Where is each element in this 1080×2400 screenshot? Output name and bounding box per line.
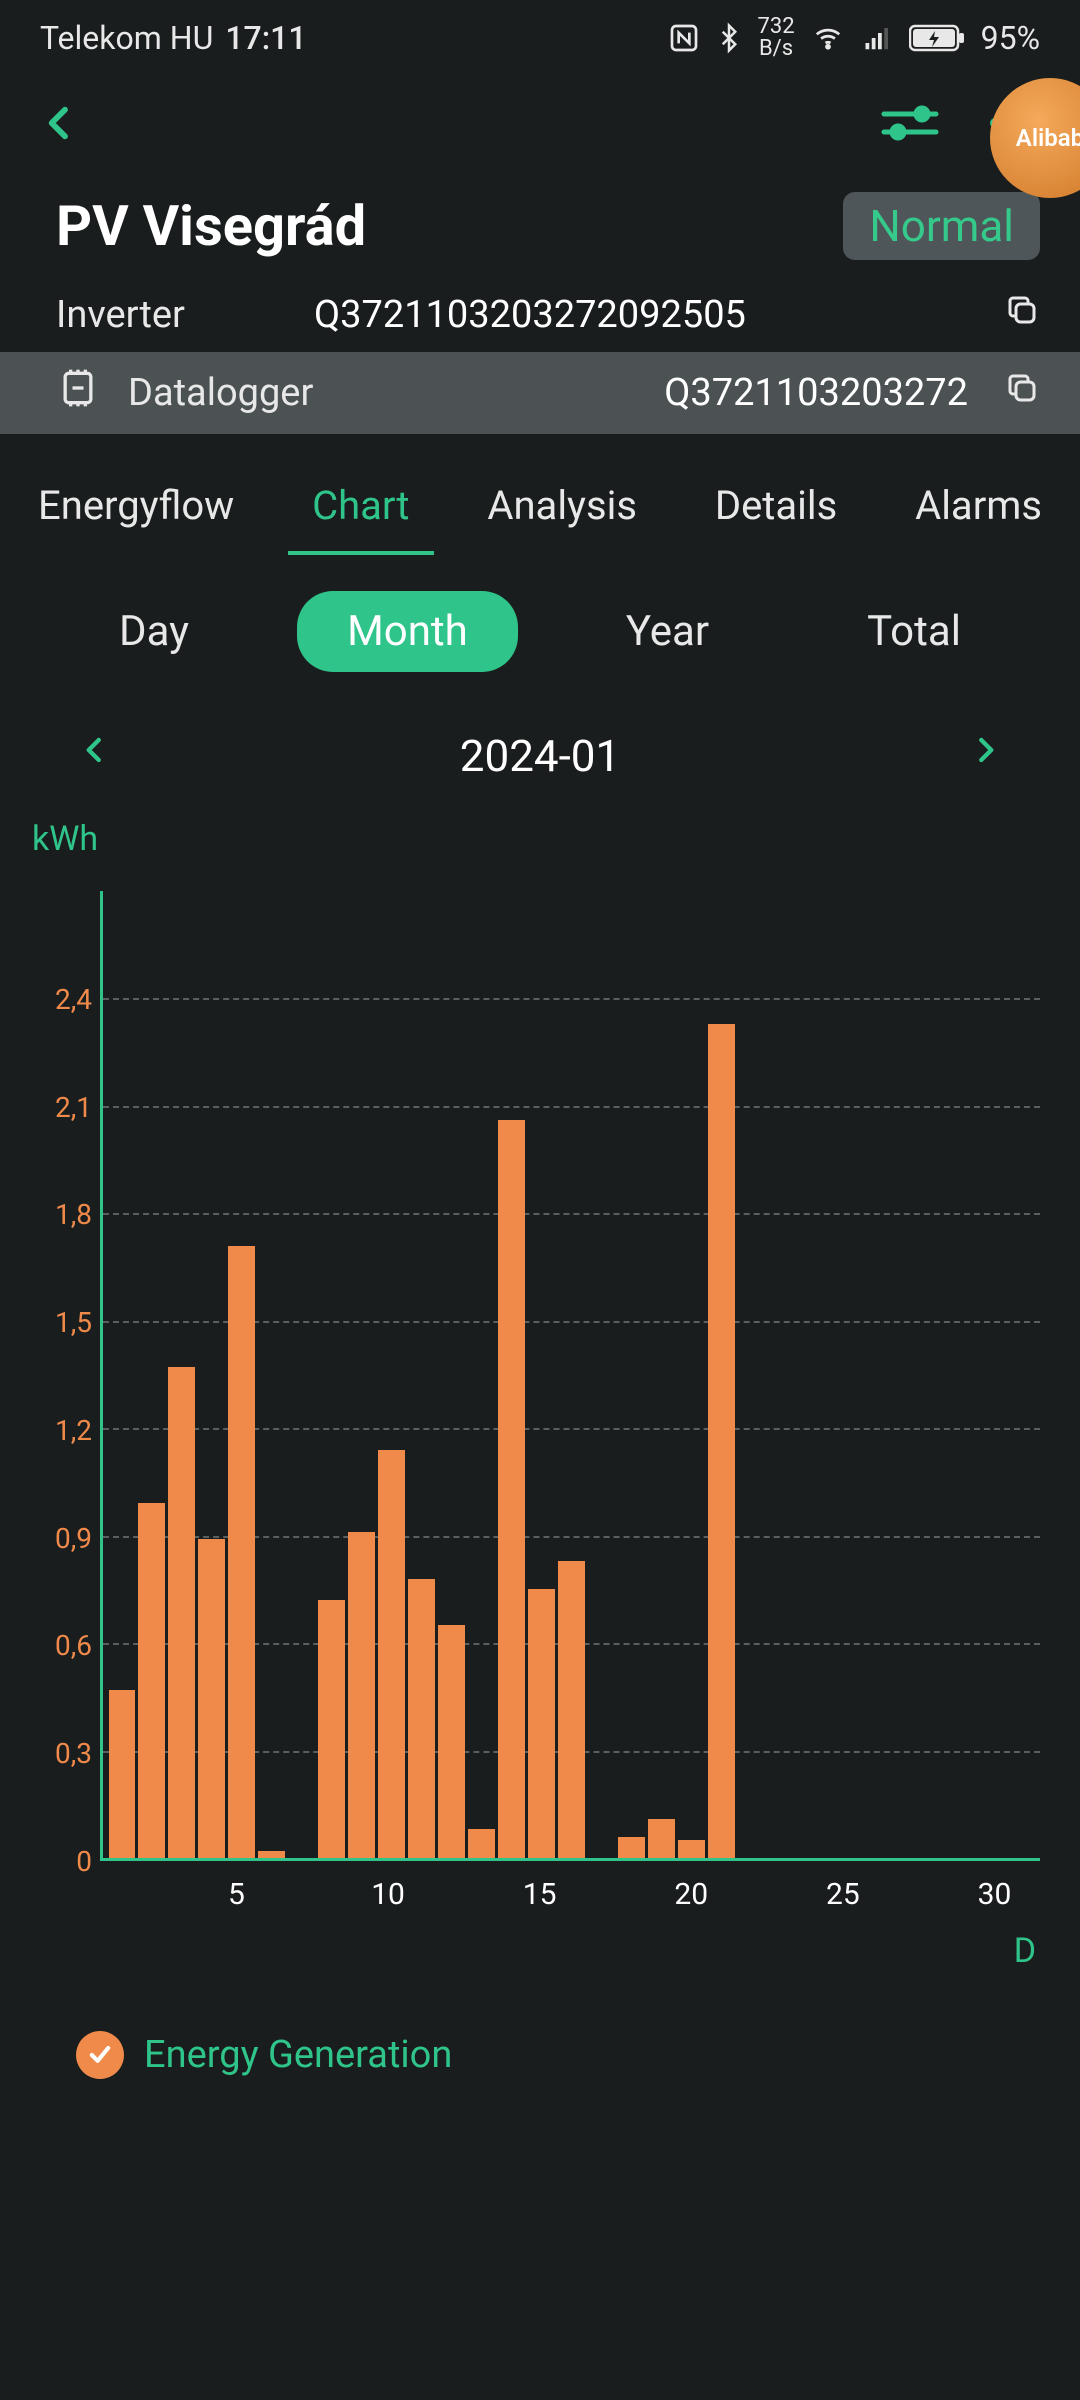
period-tab-month[interactable]: Month [297,591,518,672]
y-tick-label: 0,3 [55,1737,92,1770]
x-axis: 5 10 15 20 25 30 [100,1869,1040,1921]
period-tab-year[interactable]: Year [576,591,759,672]
chart-bar[interactable] [678,1840,705,1858]
chart-bar[interactable] [528,1589,555,1858]
bluetooth-icon [714,21,744,55]
chart-bar[interactable] [198,1539,225,1858]
period-tab-total[interactable]: Total [817,591,1011,672]
datalogger-icon [56,366,100,420]
datalogger-label: Datalogger [128,371,313,415]
chart-bar[interactable] [408,1579,435,1858]
top-nav: Alibab [0,68,1080,182]
chart-plot [100,891,1040,1861]
chart-bar[interactable] [648,1819,675,1858]
chart-bar[interactable] [168,1367,195,1858]
datalogger-value: Q3721103203272 [341,371,968,415]
clock: 17:11 [225,19,306,57]
prev-date-button[interactable] [80,728,110,783]
nfc-icon [668,22,700,54]
tab-alarms[interactable]: Alarms [897,468,1060,555]
chart-bar[interactable] [138,1503,165,1858]
date-label[interactable]: 2024-01 [460,730,621,782]
inverter-label: Inverter [56,293,286,337]
wifi-icon [809,23,847,53]
period-tabs: Day Month Year Total [0,555,1080,682]
chart-bar[interactable] [258,1851,285,1858]
battery-pct: 95% [981,19,1040,57]
main-tabs: Energyflow Chart Analysis Details Alarms [0,434,1080,555]
y-axis-unit: kWh [30,819,1040,859]
y-axis: 2,42,11,81,51,20,90,60,30 [30,891,92,1861]
status-badge: Normal [843,192,1040,260]
period-tab-day[interactable]: Day [69,591,239,672]
tab-chart[interactable]: Chart [294,468,427,555]
x-tick-label: 20 [674,1877,708,1912]
chart-bar[interactable] [438,1625,465,1858]
status-bar: Telekom HU 17:11 732 B/s 95% [0,0,1080,68]
y-tick-label: 0,6 [55,1629,92,1662]
inverter-value: Q3721103203272092505 [314,293,968,337]
page-title: PV Visegrád [56,193,366,259]
next-date-button[interactable] [970,728,1000,783]
chart-bar[interactable] [468,1829,495,1858]
chart-bar[interactable] [498,1120,525,1858]
chart-bar[interactable] [318,1600,345,1858]
chart-bar[interactable] [558,1561,585,1858]
y-tick-label: 2,1 [55,1091,92,1124]
floating-ad-badge[interactable]: Alibab [990,78,1080,198]
back-button[interactable] [40,96,80,154]
energy-chart: 2,4 2,1 1,8 1,5 1,2 0,9 0,6 0,3 0 5 10 15 20 25 30 [30,891,1040,1921]
sliders-icon[interactable] [878,100,942,150]
y-tick-label: 1,8 [55,1198,92,1231]
copy-icon[interactable] [1004,370,1040,416]
inverter-row: Inverter Q3721103203272092505 [0,278,1080,352]
legend-check-icon [76,2031,124,2079]
y-tick-label: 2,4 [55,983,92,1016]
carrier-label: Telekom HU [40,19,213,57]
tab-energyflow[interactable]: Energyflow [20,468,252,555]
x-axis-unit: D [30,1921,1040,1971]
chart-bar[interactable] [618,1837,645,1858]
net-speed: 732 B/s [758,16,795,60]
x-tick-label: 15 [523,1877,557,1912]
x-tick-label: 10 [371,1877,405,1912]
y-tick-label: 1,5 [55,1306,92,1339]
datalogger-row: Datalogger Q3721103203272 [0,352,1080,434]
chart-bar[interactable] [378,1450,405,1858]
y-tick-label: 0 [76,1845,92,1878]
chart-bar[interactable] [348,1532,375,1858]
copy-icon[interactable] [1004,292,1040,338]
tab-analysis[interactable]: Analysis [469,468,655,555]
tab-details[interactable]: Details [697,468,855,555]
x-tick-label: 30 [978,1877,1012,1912]
x-tick-label: 5 [228,1877,245,1912]
battery-icon [909,23,967,53]
chart-bar[interactable] [228,1246,255,1858]
chart-bar[interactable] [109,1690,136,1858]
y-tick-label: 1,2 [55,1414,92,1447]
chart-legend[interactable]: Energy Generation [0,1971,1080,2079]
y-tick-label: 0,9 [55,1522,92,1555]
signal-icon [861,23,895,53]
chart-bar[interactable] [708,1024,735,1858]
legend-label: Energy Generation [144,2033,452,2077]
x-tick-label: 25 [826,1877,860,1912]
